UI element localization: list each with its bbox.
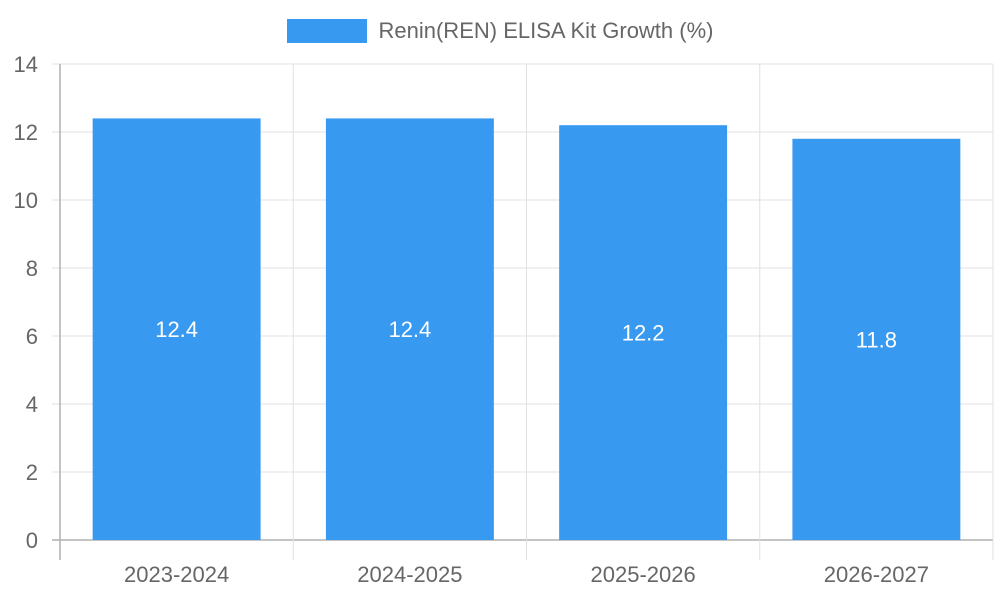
y-tick-label: 4 — [26, 392, 38, 417]
y-tick-label: 6 — [26, 324, 38, 349]
x-tick-label: 2024-2025 — [357, 562, 462, 587]
y-tick-label: 14 — [14, 52, 38, 77]
x-tick-label: 2025-2026 — [591, 562, 696, 587]
bar — [559, 125, 728, 540]
data-label: 12.2 — [622, 321, 665, 346]
x-tick-label: 2026-2027 — [824, 562, 929, 587]
legend-label: Renin(REN) ELISA Kit Growth (%) — [378, 18, 714, 43]
y-tick-label: 12 — [14, 120, 38, 145]
bar — [792, 138, 961, 541]
y-tick-label: 0 — [26, 528, 38, 553]
data-label: 12.4 — [155, 317, 198, 342]
y-tick-label: 10 — [14, 188, 38, 213]
bar — [92, 118, 261, 541]
x-tick-label: 2023-2024 — [124, 562, 229, 587]
y-tick-label: 8 — [26, 256, 38, 281]
legend-swatch — [286, 19, 367, 43]
y-tick-label: 2 — [26, 460, 38, 485]
bar — [325, 118, 494, 541]
legend: Renin(REN) ELISA Kit Growth (%) — [0, 18, 1000, 44]
data-label: 12.4 — [388, 317, 431, 342]
data-label: 11.8 — [856, 327, 897, 352]
